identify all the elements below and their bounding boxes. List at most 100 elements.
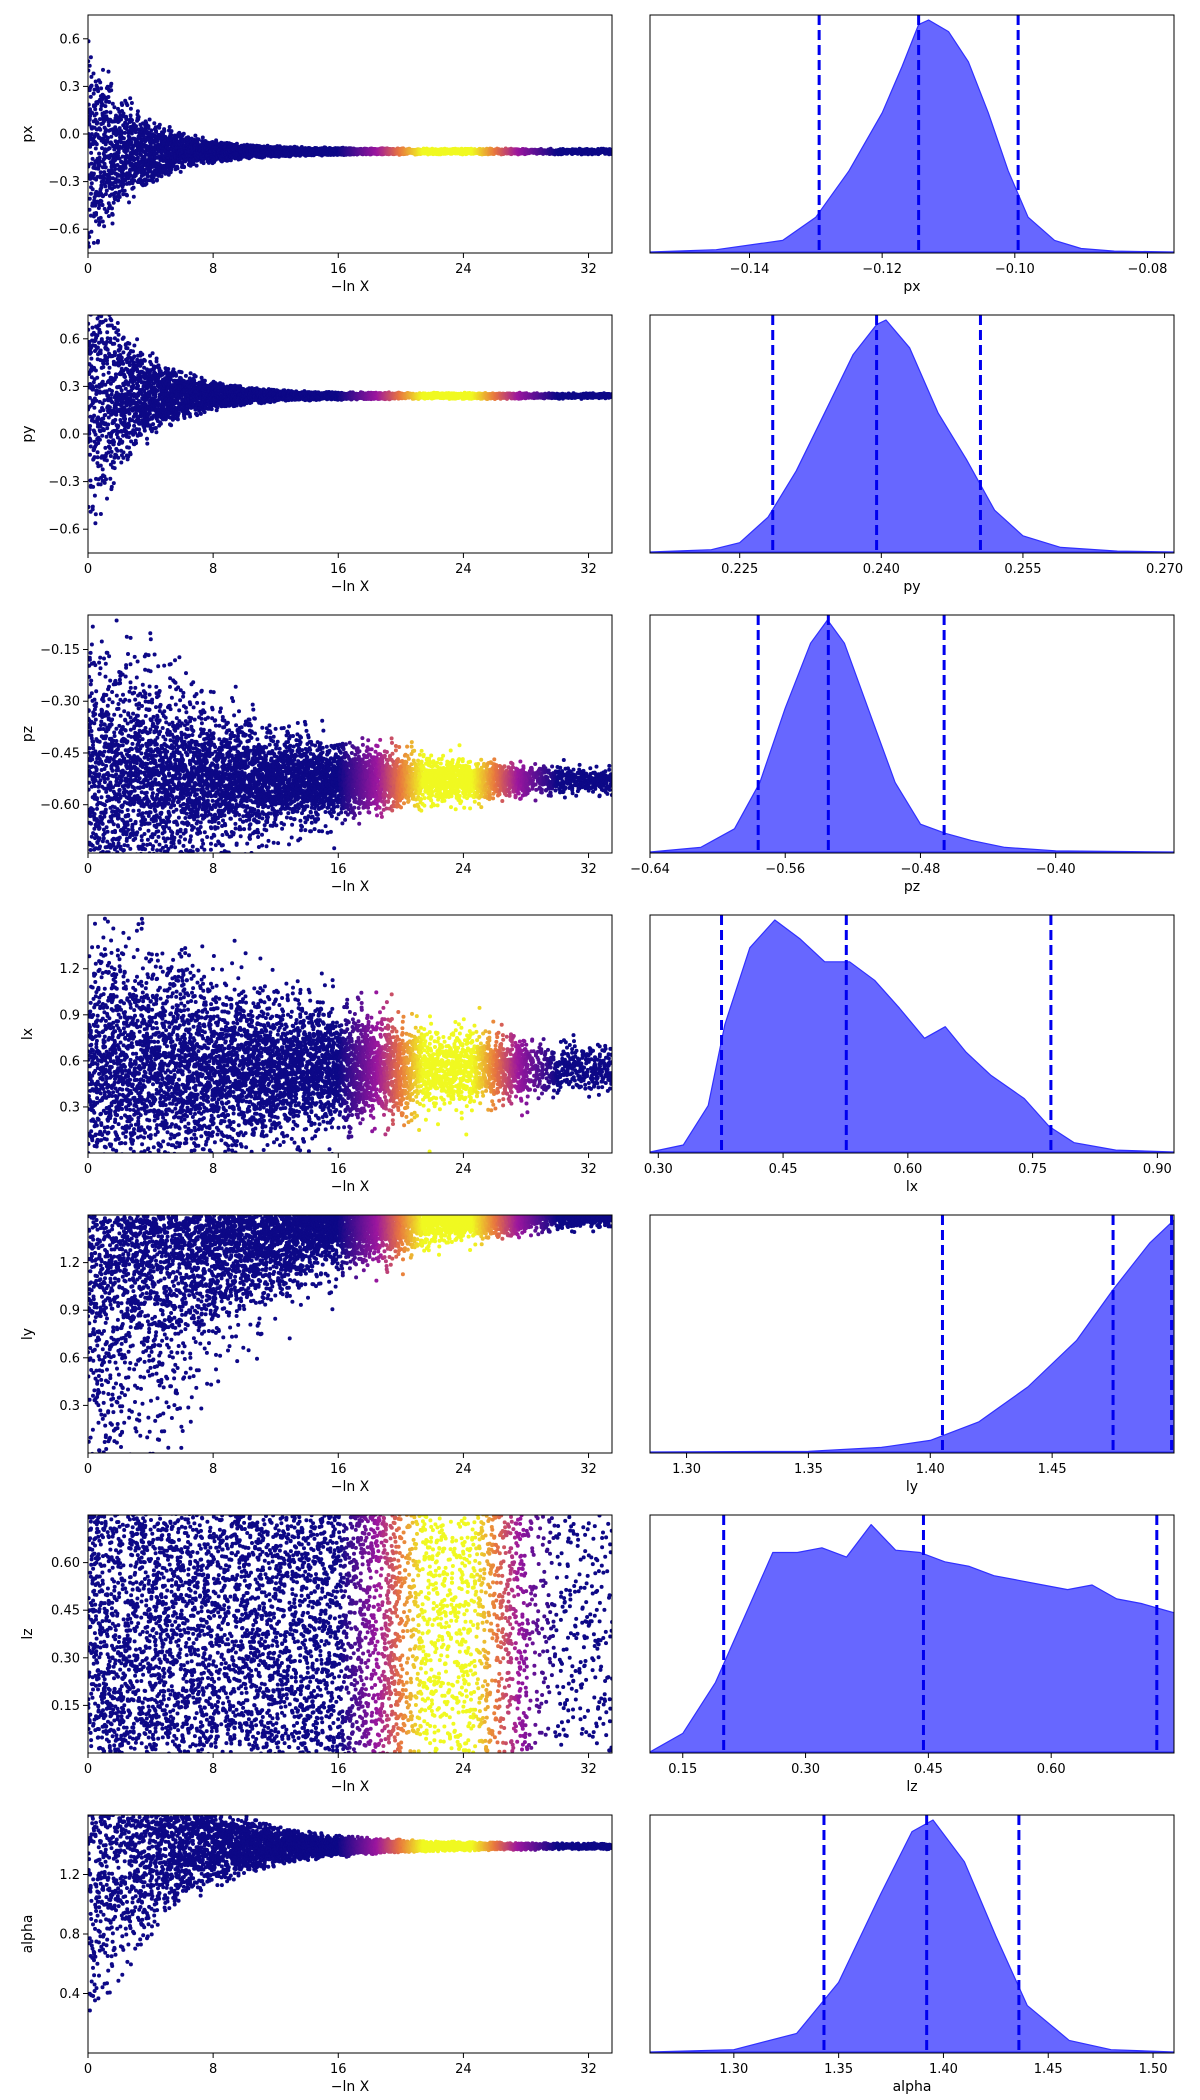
trace-point — [103, 104, 107, 108]
trace-point — [162, 129, 166, 133]
trace-point — [129, 107, 133, 111]
trace-point — [104, 165, 108, 169]
trace-point — [123, 189, 127, 193]
trace-point — [193, 134, 197, 138]
trace-point — [99, 107, 103, 111]
trace-point — [182, 132, 186, 136]
trace-point — [135, 152, 139, 156]
trace-point — [160, 174, 164, 178]
trace-point — [104, 192, 108, 196]
trace-point — [98, 156, 102, 160]
trace-panel-px: 0 8 16 24 320.60.30.0−0.3−0.6px−ln X — [20, 15, 614, 295]
trace-point — [155, 178, 159, 182]
trace-point — [89, 75, 93, 79]
trace-point — [105, 189, 109, 193]
trace-point — [109, 135, 113, 139]
trace-point — [95, 142, 99, 146]
trace-point — [168, 125, 172, 129]
trace-point — [108, 110, 112, 114]
trace-point — [96, 239, 100, 243]
trace-point — [107, 123, 111, 127]
trace-point — [98, 128, 102, 132]
trace-point — [111, 213, 115, 217]
trace-point — [89, 95, 93, 99]
trace-point — [109, 84, 113, 88]
trace-point — [87, 103, 91, 107]
trace-point — [101, 68, 105, 72]
trace-point — [132, 186, 136, 190]
trace-point — [95, 112, 99, 116]
trace-point — [122, 112, 126, 116]
trace-point — [141, 167, 145, 171]
trace-point — [125, 103, 129, 107]
trace-point — [146, 174, 150, 178]
trace-point — [179, 170, 183, 174]
trace-point — [99, 199, 103, 203]
trace-point — [92, 72, 96, 76]
trace-point — [124, 166, 128, 170]
trace-point — [136, 109, 140, 113]
trace-point — [123, 131, 127, 135]
trace-point — [132, 195, 136, 199]
trace-point — [107, 177, 111, 181]
trace-point — [105, 110, 109, 114]
trace-points — [86, 39, 614, 248]
trace-point — [113, 167, 117, 171]
trace-point — [105, 140, 109, 144]
trace-point — [89, 85, 93, 89]
trace-point — [154, 129, 158, 133]
trace-point — [96, 89, 100, 93]
trace-point — [149, 128, 153, 132]
trace-point — [99, 170, 103, 174]
trace-point — [94, 211, 98, 215]
trace-point — [90, 181, 94, 185]
trace-point — [101, 203, 105, 207]
trace-point — [195, 164, 199, 168]
trace-point — [182, 165, 186, 169]
trace-point — [170, 129, 174, 133]
trace-point — [122, 136, 126, 140]
trace-point — [92, 241, 96, 245]
trace-point — [129, 114, 133, 118]
trace-point — [103, 184, 107, 188]
trace-point — [89, 55, 93, 59]
trace-point — [94, 147, 98, 151]
trace-point — [197, 138, 201, 142]
trace-point — [158, 123, 162, 127]
trace-point — [93, 204, 97, 208]
trace-point — [97, 152, 101, 156]
trace-point — [102, 224, 106, 228]
trace-point — [118, 195, 122, 199]
trace-point — [89, 230, 93, 234]
trace-point — [144, 182, 148, 186]
trace-point — [125, 118, 129, 122]
trace-point — [106, 95, 110, 99]
trace-point — [120, 103, 124, 107]
trace-point — [111, 102, 115, 106]
trace-point — [107, 70, 111, 74]
trace-point — [99, 216, 103, 220]
trace-point — [121, 183, 125, 187]
trace-point — [107, 100, 111, 104]
trace-point — [91, 187, 95, 191]
trace-point — [130, 118, 134, 122]
trace-point — [128, 96, 132, 100]
trace-point — [111, 222, 115, 226]
trace-point — [112, 201, 116, 205]
trace-point — [99, 86, 103, 90]
trace-point — [95, 120, 99, 124]
trace-point — [125, 193, 129, 197]
trace-point — [92, 92, 96, 96]
trace-point — [112, 105, 116, 109]
trace-point — [89, 151, 93, 155]
plot-area — [86, 39, 614, 248]
trace-point — [107, 146, 111, 150]
trace-point — [151, 180, 155, 184]
trace-point — [92, 172, 96, 176]
trace-point — [127, 200, 131, 204]
trace-point — [130, 101, 134, 105]
trace-point — [115, 184, 119, 188]
trace-point — [107, 214, 111, 218]
trace-point — [152, 121, 156, 125]
trace-point — [201, 136, 205, 140]
